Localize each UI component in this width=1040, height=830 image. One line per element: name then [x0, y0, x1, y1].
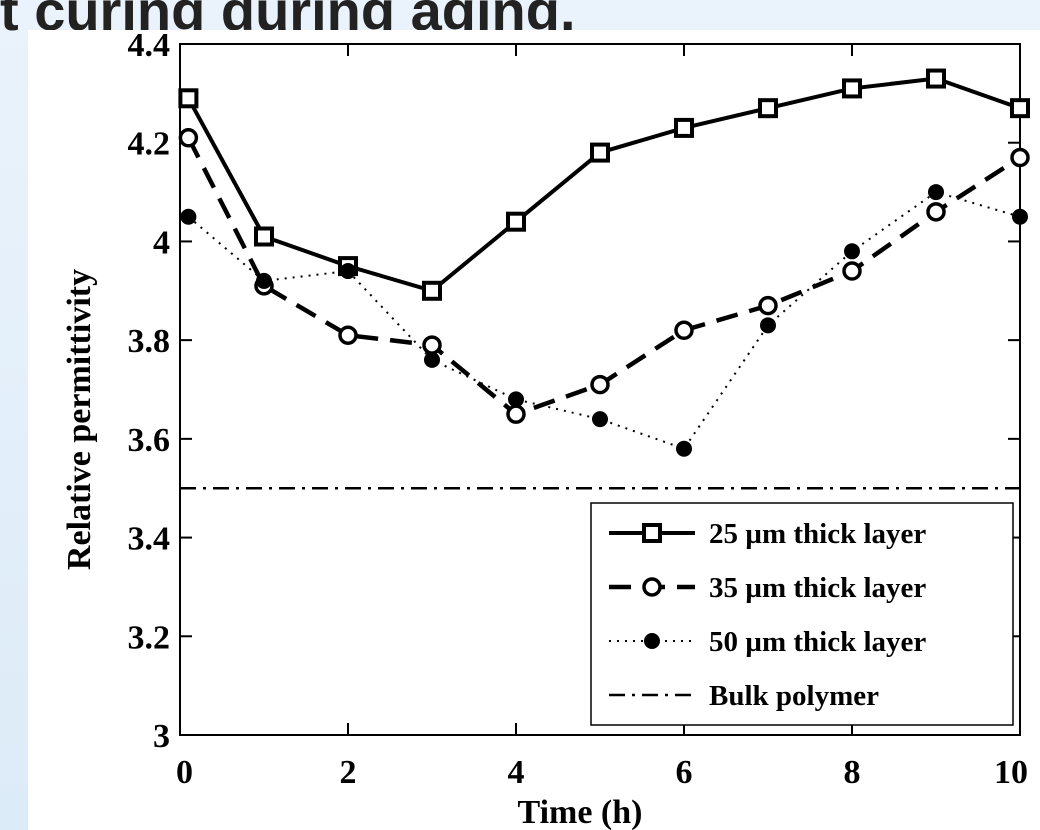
- data-point: [676, 440, 692, 457]
- x-tick-label: 4: [508, 754, 525, 791]
- data-point: [178, 88, 199, 109]
- y-axis-label: Relative permittivity: [61, 269, 98, 570]
- data-point: [254, 226, 274, 247]
- data-point: [506, 211, 526, 232]
- y-tick-label: 4: [153, 224, 170, 261]
- data-point: [674, 117, 694, 138]
- legend-entry: Bulk polymer: [609, 680, 879, 712]
- data-point: [844, 243, 860, 260]
- data-point: [842, 78, 862, 99]
- y-tick-label: 3.4: [128, 521, 171, 558]
- y-tick-label: 4.4: [128, 30, 171, 64]
- series-2: [180, 184, 1028, 457]
- data-point: [508, 391, 524, 408]
- legend-label: 35 µm thick layer: [709, 572, 926, 604]
- legend-label: Bulk polymer: [709, 680, 879, 712]
- chart-figure: 3 3.2 3.4 3.6 3.8 4 4.2 4.4 0 2 4 6 8 10 Time (h) Relat…: [28, 30, 1040, 830]
- data-point: [180, 208, 197, 225]
- data-point: [758, 98, 778, 119]
- legend-entry: 35 µm thick layer: [609, 572, 926, 604]
- legend-marker: [644, 633, 660, 649]
- data-point: [422, 280, 442, 301]
- data-point: [760, 317, 776, 334]
- data-point: [926, 202, 946, 222]
- x-tick-label: 0: [176, 754, 193, 791]
- legend-label: 25 µm thick layer: [709, 518, 926, 550]
- data-point: [590, 142, 610, 163]
- series-line: [186, 136, 1022, 417]
- data-point: [926, 68, 946, 89]
- data-point: [1012, 208, 1028, 225]
- y-tick-label: 3: [153, 718, 170, 755]
- y-tick-label: 3.2: [128, 619, 171, 656]
- series-0: [178, 68, 1030, 301]
- data-point: [674, 320, 694, 341]
- legend-marker: [642, 523, 662, 543]
- series-line: [186, 76, 1021, 294]
- series-line: [187, 190, 1021, 450]
- y-tick-label: 4.2: [128, 126, 171, 163]
- y-tick-label: 3.6: [128, 422, 171, 459]
- data-point: [592, 411, 608, 428]
- x-tick-label: 6: [676, 754, 693, 791]
- data-point: [842, 261, 862, 281]
- data-point: [1010, 147, 1030, 168]
- data-point: [178, 128, 199, 148]
- data-point: [256, 272, 272, 289]
- data-point: [928, 184, 944, 201]
- legend: 25 µm thick layer 35 µm thick layer 50 µm …: [590, 502, 1014, 726]
- legend-entry: 50 µm thick layer: [609, 626, 926, 658]
- data-point: [422, 335, 442, 355]
- y-tick-label: 3.8: [128, 323, 171, 360]
- x-axis-label: Time (h): [518, 794, 643, 830]
- permittivity-chart: 3 3.2 3.4 3.6 3.8 4 4.2 4.4 0 2 4 6 8 10 Time (h) Relat…: [61, 30, 1030, 830]
- x-tick-label: 8: [844, 754, 861, 791]
- x-tick-label: 10: [994, 754, 1028, 791]
- data-point: [758, 295, 778, 316]
- data-point: [590, 374, 610, 395]
- data-point: [340, 263, 356, 280]
- legend-marker: [642, 577, 662, 597]
- legend-label: 50 µm thick layer: [709, 626, 926, 658]
- data-point: [506, 404, 526, 424]
- x-tick-label: 2: [340, 754, 357, 791]
- series-1: [178, 128, 1030, 424]
- data-point: [338, 325, 358, 345]
- data-point: [424, 351, 440, 368]
- plot-frame: [179, 43, 1021, 736]
- data-point: [1010, 98, 1030, 119]
- legend-entry: 25 µm thick layer: [609, 518, 926, 550]
